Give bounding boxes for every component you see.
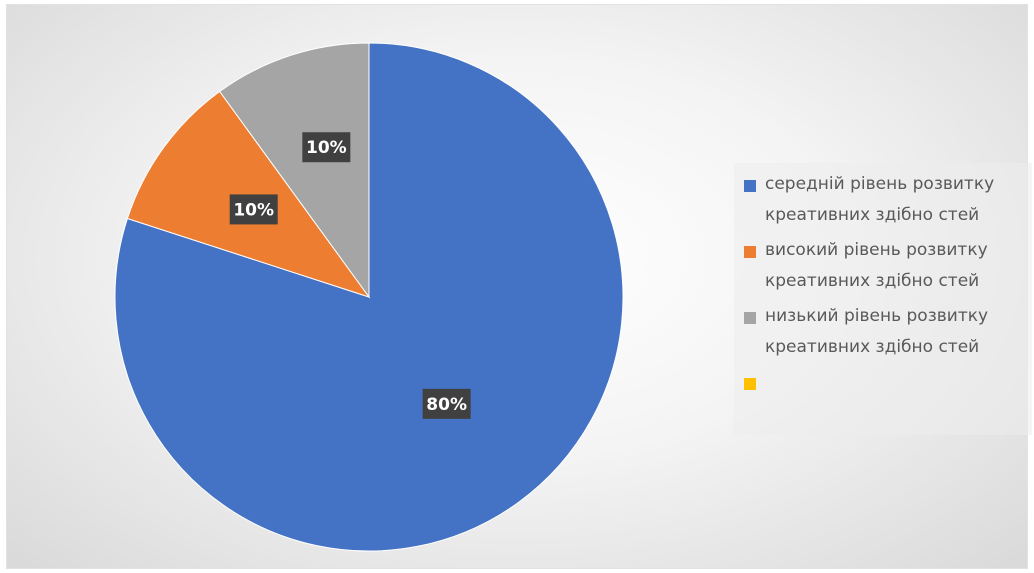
slice-high [126,90,371,298]
chart-area: 80% 10% 10% середній рівень розвитку креат… [6,4,1032,569]
legend-label: низький рівень розвитку креативних здібн… [765,306,989,357]
data-label-text: 10% [306,138,347,158]
slice-low [219,42,370,299]
legend-swatch [744,180,756,192]
data-label: 10% [302,132,351,163]
legend-swatch [744,246,756,258]
legend-item-high: високий рівень розвитку креативних здібн… [744,239,1026,297]
legend-swatch [744,378,756,390]
data-label-background [302,132,351,163]
legend: середній рівень розвитку креативних здіб… [734,163,1032,435]
legend-item-medium: середній рівень розвитку креативних здіб… [744,173,1026,231]
legend-item-empty [744,371,1026,391]
data-label-background [229,194,278,225]
slice-medium [114,42,624,552]
pie-chart: 80% 10% 10% [114,42,624,552]
legend-item-low: низький рівень розвитку креативних здібн… [744,305,1026,363]
legend-label: високий рівень розвитку креативних здібн… [765,240,988,291]
legend-label: середній рівень розвитку креативних здіб… [765,174,995,225]
data-label-text: 10% [233,200,274,220]
data-label-text: 80% [426,395,467,415]
legend-swatch [744,312,756,324]
data-label: 10% [229,194,278,225]
data-label-background [422,388,471,419]
data-label: 80% [422,388,471,419]
